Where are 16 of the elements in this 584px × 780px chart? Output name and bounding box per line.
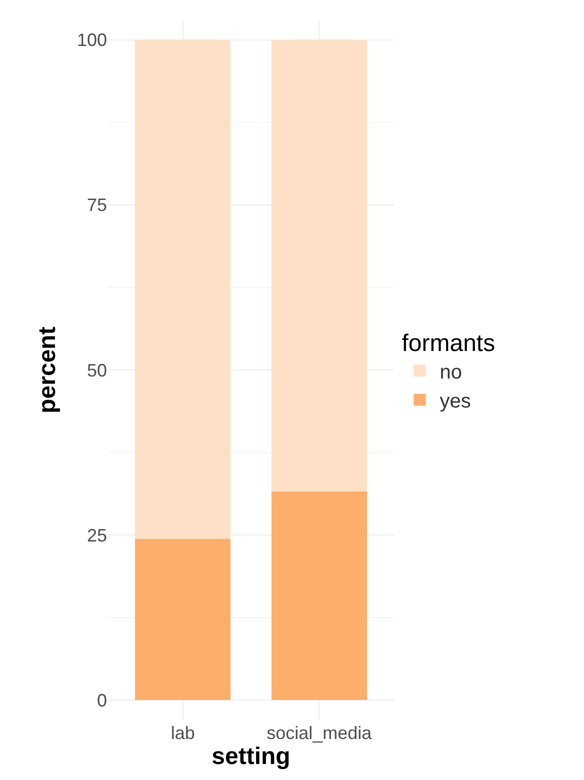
y-tick-label: 0 (96, 690, 107, 710)
legend-label: no (440, 362, 462, 384)
y-tick-label: 75 (86, 195, 107, 216)
bar (135, 539, 231, 700)
bar (271, 40, 367, 492)
x-axis-title: setting (212, 743, 290, 770)
legend-title: formants (402, 330, 496, 358)
bar (271, 492, 367, 700)
x-tick-label: social_media (266, 723, 373, 743)
legend-label: yes (440, 390, 471, 412)
y-axis-title: percent (34, 326, 62, 414)
x-tick-label: lab (170, 723, 195, 743)
y-tick-label: 25 (86, 525, 107, 546)
y-tick-label: 100 (76, 30, 107, 50)
y-tick-label: 50 (86, 360, 107, 380)
bar (135, 40, 231, 540)
